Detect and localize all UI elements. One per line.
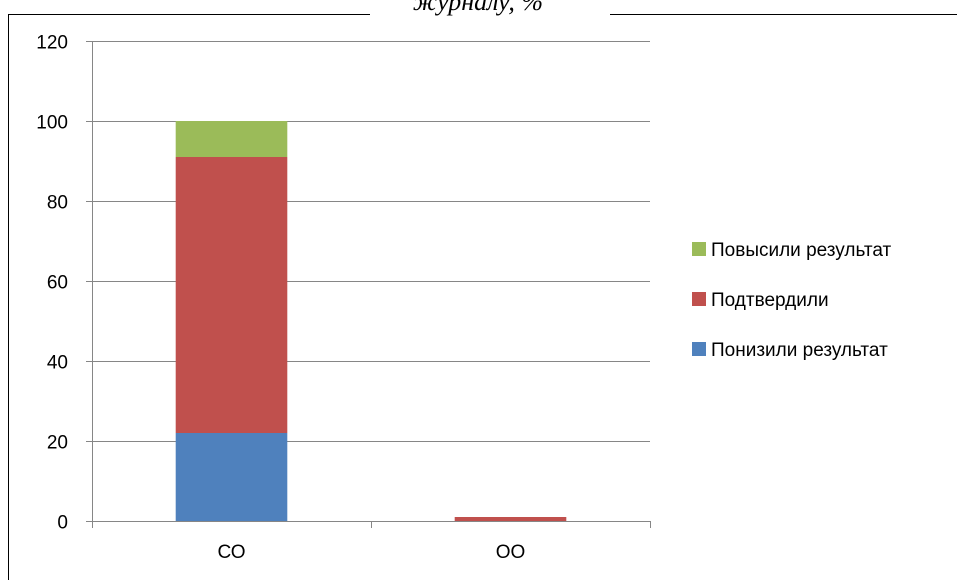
chart-frame	[8, 14, 957, 580]
legend-label: Подтвердили	[711, 290, 829, 311]
y-tick-label: 20	[47, 433, 68, 454]
bar-segment-2	[454, 517, 567, 521]
y-tick-labels: 0 20 40 60 80 100 120	[36, 33, 68, 534]
y-tick-label: 120	[36, 33, 68, 54]
title-mask	[370, 0, 610, 20]
x-tick-labels: СО ОО	[217, 542, 525, 563]
x-tick-label: СО	[217, 542, 245, 563]
legend-label: Понизили результат	[711, 340, 888, 361]
legend-swatch	[692, 292, 706, 306]
legend: Повысили результат Подтвердили Понизили ре…	[692, 240, 892, 361]
axes	[86, 41, 651, 528]
y-tick-label: 40	[47, 353, 68, 374]
x-tick-label: ОО	[496, 542, 526, 563]
bar-segment-2	[175, 157, 288, 433]
bar-segment-1	[175, 433, 288, 521]
y-tick-label: 100	[36, 113, 68, 134]
chart-title: журналу, %	[413, 0, 543, 16]
bar-segment-3	[175, 121, 288, 157]
legend-label: Повысили результат	[711, 240, 892, 261]
bars	[175, 121, 567, 521]
y-tick-label: 80	[47, 193, 68, 214]
legend-swatch	[692, 342, 706, 356]
y-tick-label: 60	[47, 273, 68, 294]
y-tick-label: 0	[57, 513, 68, 534]
legend-swatch	[692, 242, 706, 256]
